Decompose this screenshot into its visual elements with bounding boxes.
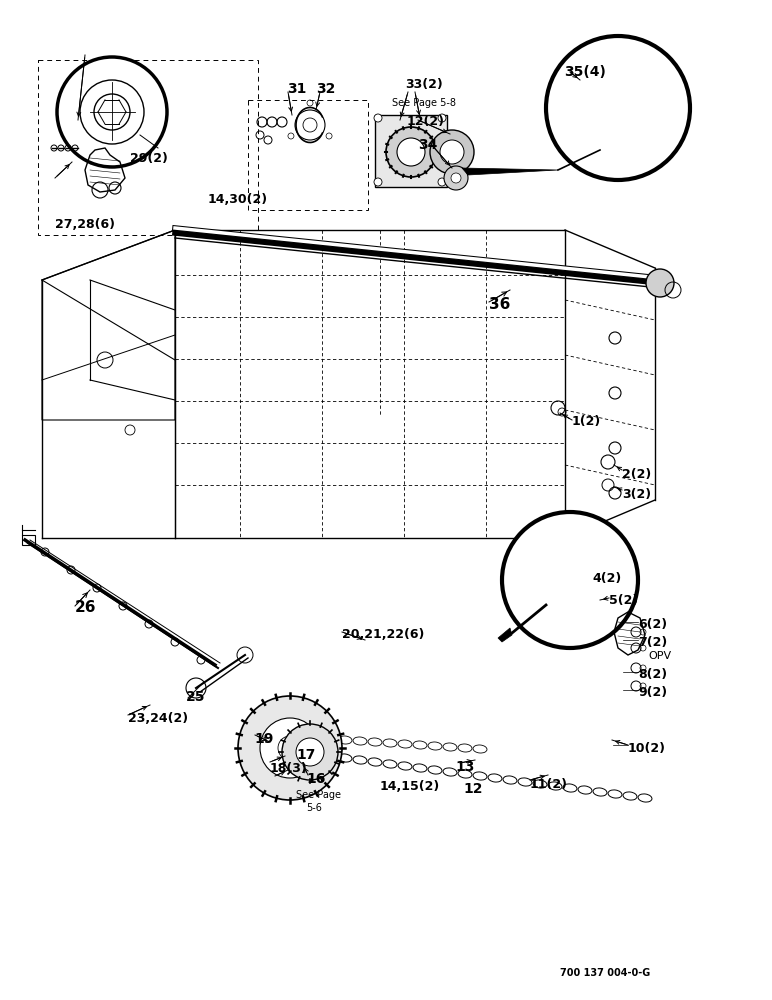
Circle shape bbox=[440, 140, 464, 164]
Circle shape bbox=[438, 178, 446, 186]
Circle shape bbox=[430, 130, 474, 174]
Text: See Page: See Page bbox=[296, 790, 341, 800]
Text: 6(2): 6(2) bbox=[638, 618, 667, 631]
Text: 26: 26 bbox=[75, 600, 96, 615]
Text: 31: 31 bbox=[287, 82, 306, 96]
Circle shape bbox=[374, 178, 382, 186]
Text: 14,30(2): 14,30(2) bbox=[208, 193, 268, 206]
Text: 20,21,22(6): 20,21,22(6) bbox=[342, 628, 425, 641]
Circle shape bbox=[397, 138, 425, 166]
Text: 8(2): 8(2) bbox=[638, 668, 667, 681]
Circle shape bbox=[282, 724, 338, 780]
Circle shape bbox=[296, 738, 324, 766]
Bar bbox=[375, 115, 447, 187]
Polygon shape bbox=[462, 168, 558, 175]
Text: 34: 34 bbox=[418, 138, 438, 152]
Text: 35(4): 35(4) bbox=[564, 65, 606, 79]
Circle shape bbox=[238, 696, 342, 800]
Text: 29(2): 29(2) bbox=[130, 152, 168, 165]
Text: 11(2): 11(2) bbox=[530, 778, 568, 791]
Polygon shape bbox=[498, 628, 512, 642]
Text: 2(2): 2(2) bbox=[622, 468, 652, 481]
Text: 7(2): 7(2) bbox=[638, 636, 667, 649]
Text: 18(3): 18(3) bbox=[270, 762, 308, 775]
Text: 10(2): 10(2) bbox=[628, 742, 666, 755]
Text: 32: 32 bbox=[316, 82, 335, 96]
Circle shape bbox=[502, 512, 638, 648]
Circle shape bbox=[386, 127, 436, 177]
Bar bbox=[248, 100, 368, 210]
Text: 14,15(2): 14,15(2) bbox=[380, 780, 440, 793]
Text: 4(2): 4(2) bbox=[592, 572, 621, 585]
Text: See Page 5-8: See Page 5-8 bbox=[392, 98, 456, 108]
Text: 36: 36 bbox=[489, 297, 510, 312]
Text: 33(2): 33(2) bbox=[405, 78, 443, 91]
Circle shape bbox=[374, 114, 382, 122]
Bar bbox=[38, 60, 258, 235]
Text: 16: 16 bbox=[306, 772, 325, 786]
Circle shape bbox=[444, 166, 468, 190]
Text: 13: 13 bbox=[455, 760, 474, 774]
Text: 19: 19 bbox=[254, 732, 273, 746]
Text: 9(2): 9(2) bbox=[638, 686, 667, 699]
Circle shape bbox=[451, 173, 461, 183]
Circle shape bbox=[260, 718, 320, 778]
Text: OPV: OPV bbox=[648, 651, 671, 661]
Text: 3(2): 3(2) bbox=[622, 488, 651, 501]
Circle shape bbox=[546, 36, 690, 180]
Circle shape bbox=[438, 114, 446, 122]
Text: 27,28(6): 27,28(6) bbox=[55, 218, 115, 231]
Text: 23,24(2): 23,24(2) bbox=[128, 712, 188, 725]
Text: 5-6: 5-6 bbox=[306, 803, 322, 813]
Text: 700 137 004-0-G: 700 137 004-0-G bbox=[560, 968, 650, 978]
Circle shape bbox=[57, 57, 167, 167]
Text: 12(2): 12(2) bbox=[407, 115, 445, 128]
Text: 25: 25 bbox=[186, 690, 205, 704]
Text: 5(2): 5(2) bbox=[609, 594, 638, 607]
Text: 1(2): 1(2) bbox=[572, 415, 601, 428]
Text: 17: 17 bbox=[296, 748, 316, 762]
Circle shape bbox=[646, 269, 674, 297]
Text: 12: 12 bbox=[463, 782, 482, 796]
